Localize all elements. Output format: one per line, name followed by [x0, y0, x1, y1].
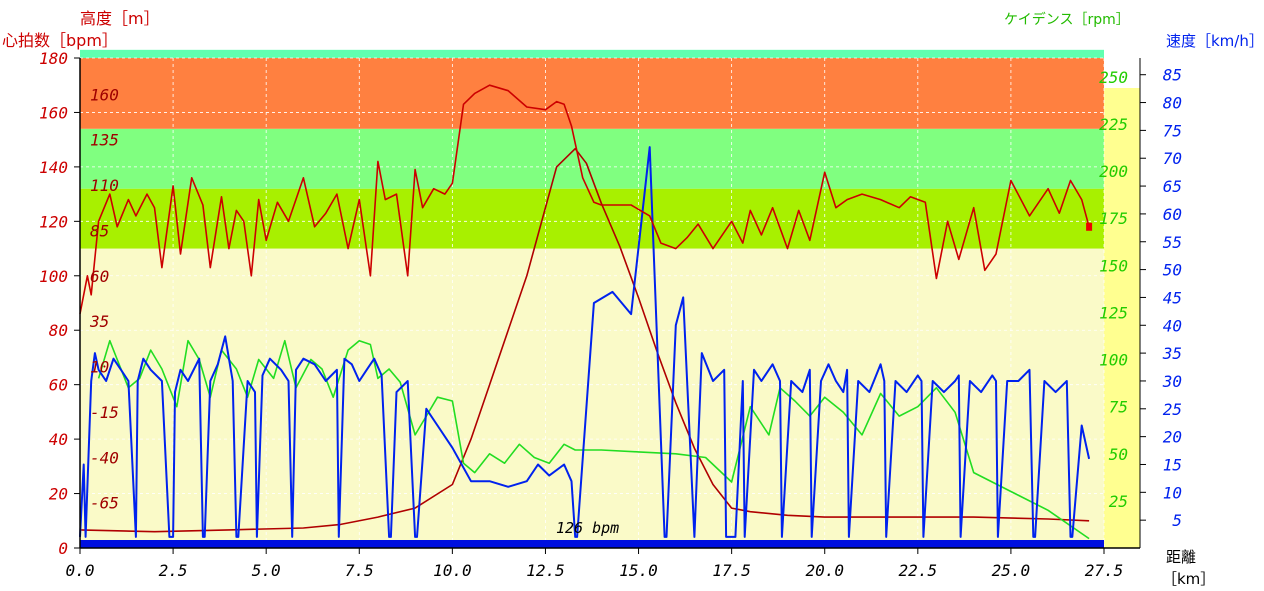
- speed-tick-label: 65: [1163, 177, 1182, 196]
- cadence-axis-title: ケイデンス［rpm］: [1004, 11, 1130, 28]
- x-tick-label: 17.5: [712, 561, 751, 580]
- altitude-tick-label: -65: [90, 494, 119, 513]
- speed-tick-label: 75: [1163, 121, 1182, 140]
- x-tick-label: 27.5: [1085, 561, 1124, 580]
- hr-zone-band: [80, 248, 1104, 549]
- speed-tick-label: 50: [1163, 261, 1182, 280]
- cadence-tick-label: 25: [1109, 492, 1128, 511]
- speed-tick-label: 60: [1163, 205, 1182, 224]
- altitude-tick-label: 35: [89, 312, 109, 331]
- hr-tick-label: 160: [39, 103, 68, 122]
- series-line-cadence: [97, 339, 1090, 540]
- cadence-tick-label: 250: [1099, 68, 1128, 87]
- speed-tick-label: 20: [1163, 428, 1182, 447]
- altitude-tick-label: 85: [90, 221, 109, 240]
- hr-tick-label: 140: [39, 158, 68, 177]
- heart-rate-axis-title: 心拍数［bpm］: [2, 31, 118, 50]
- x-tick-label: 7.5: [345, 561, 374, 580]
- speed-tick-label: 70: [1163, 149, 1182, 168]
- series-line-speed: [79, 146, 1091, 538]
- x-tick-label: 15.0: [619, 561, 658, 580]
- hr-zone-band: [80, 58, 1104, 129]
- altitude-tick-label: 135: [90, 131, 119, 150]
- speed-tick-label: 55: [1163, 233, 1182, 252]
- hr-tick-label: 0: [58, 539, 68, 558]
- distance-axis-unit: ［km］: [1162, 570, 1215, 588]
- speed-tick-label: 85: [1163, 66, 1182, 85]
- hr-zone-band: [80, 49, 1104, 58]
- heart-rate-end-marker: [1086, 222, 1093, 231]
- altitude-tick-label: -15: [90, 403, 119, 422]
- altitude-tick-label: -40: [90, 448, 119, 467]
- altitude-tick-label: 10: [90, 358, 109, 377]
- x-tick-label: 12.5: [526, 561, 565, 580]
- hr-tick-label: 120: [39, 212, 68, 231]
- cadence-tick-label: 150: [1099, 256, 1128, 275]
- baseline-bar: [80, 540, 1104, 548]
- hr-tick-label: 100: [39, 267, 68, 286]
- distance-axis-title: 距離: [1166, 548, 1196, 566]
- hr-tick-label: 60: [49, 376, 68, 395]
- hr-tick-label: 40: [49, 430, 68, 449]
- speed-tick-label: 35: [1162, 344, 1182, 363]
- series-line-altitude: [79, 147, 1090, 533]
- speed-tick-label: 40: [1163, 316, 1182, 335]
- altitude-tick-label: 60: [90, 267, 109, 286]
- hr-tick-label: 80: [49, 321, 68, 340]
- cadence-tick-label: 125: [1099, 303, 1128, 322]
- x-tick-label: 5.0: [252, 561, 281, 580]
- speed-tick-label: 30: [1162, 372, 1182, 391]
- cadence-tick-label: 175: [1099, 209, 1128, 228]
- cadence-tick-label: 200: [1099, 162, 1128, 181]
- speed-axis-title: 速度［km/h］: [1166, 32, 1264, 50]
- x-tick-label: 22.5: [899, 561, 938, 580]
- speed-tick-label: 10: [1163, 483, 1182, 502]
- hr-tick-label: 20: [49, 485, 68, 504]
- altitude-tick-label: 110: [90, 176, 119, 195]
- series-line-heart-rate: [79, 84, 1090, 315]
- speed-tick-label: 45: [1163, 288, 1182, 307]
- cadence-tick-label: 100: [1099, 351, 1128, 370]
- altitude-axis-title: 高度［m］: [80, 9, 160, 28]
- hr-annotation: 126 bpm: [556, 519, 619, 537]
- x-tick-label: 2.5: [159, 561, 188, 580]
- x-tick-label: 20.0: [805, 561, 844, 580]
- cadence-tick-label: 75: [1109, 398, 1128, 417]
- cadence-tick-label: 225: [1099, 115, 1128, 134]
- axes: 0.0 2.5 5.0 7.5 10.0 12.5 15.0 17.5 20.0 22.5 25.0…: [39, 49, 1182, 580]
- x-tick-label: 10.0: [433, 561, 472, 580]
- right-scale-strip: [1104, 88, 1140, 548]
- speed-tick-label: 15: [1163, 455, 1182, 474]
- x-tick-label: 0.0: [66, 561, 95, 580]
- cadence-tick-label: 50: [1109, 445, 1128, 464]
- series-lines: [79, 84, 1093, 540]
- x-tick-label: 25.0: [992, 561, 1031, 580]
- altitude-tick-label: 160: [90, 85, 119, 104]
- hr-tick-label: 180: [39, 49, 68, 68]
- speed-tick-label: 80: [1163, 94, 1182, 113]
- heart-rate-zones: [80, 49, 1140, 549]
- speed-tick-label: 25: [1163, 400, 1182, 419]
- speed-tick-label: 5: [1172, 511, 1182, 530]
